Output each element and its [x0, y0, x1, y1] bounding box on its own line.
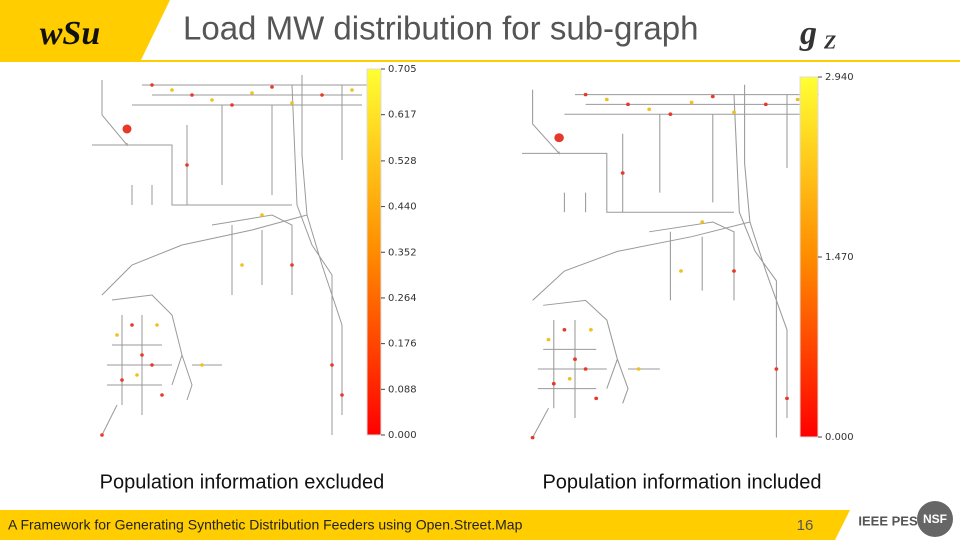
tick-label: 0.264 — [388, 293, 417, 304]
page-number: 16 — [797, 517, 814, 534]
tick-label: 0.440 — [388, 202, 417, 213]
tick-label: 0.088 — [388, 384, 417, 395]
logo-badge — [917, 501, 953, 537]
tick-label: 0.528 — [388, 156, 417, 167]
network-graph — [91, 74, 373, 438]
colorbar — [366, 68, 382, 436]
tick-label: 1.470 — [825, 252, 854, 263]
title: Load MW distribution for sub-graph — [183, 10, 698, 47]
tick-label: 0.176 — [388, 339, 417, 350]
title-math: g — [799, 15, 817, 52]
tick-label: 0.000 — [388, 430, 417, 441]
tick-label: 0.705 — [388, 64, 417, 75]
caption: Population information included — [542, 471, 821, 493]
logo: wSu — [40, 15, 101, 52]
tick-label: 0.000 — [825, 432, 854, 443]
colorbar — [799, 76, 819, 438]
network-graph — [521, 84, 820, 440]
footer-band — [0, 510, 850, 540]
logo: IEEE PES — [858, 513, 918, 528]
logo: NSF — [923, 512, 947, 526]
tick-label: 0.352 — [388, 247, 417, 258]
tick-label: 2.940 — [825, 72, 854, 83]
title-math-sub: Z — [823, 32, 836, 54]
tick-label: 0.617 — [388, 110, 417, 121]
caption: Population information excluded — [100, 471, 385, 493]
footer-text: A Framework for Generating Synthetic Dis… — [8, 517, 523, 533]
header-band — [0, 0, 170, 62]
